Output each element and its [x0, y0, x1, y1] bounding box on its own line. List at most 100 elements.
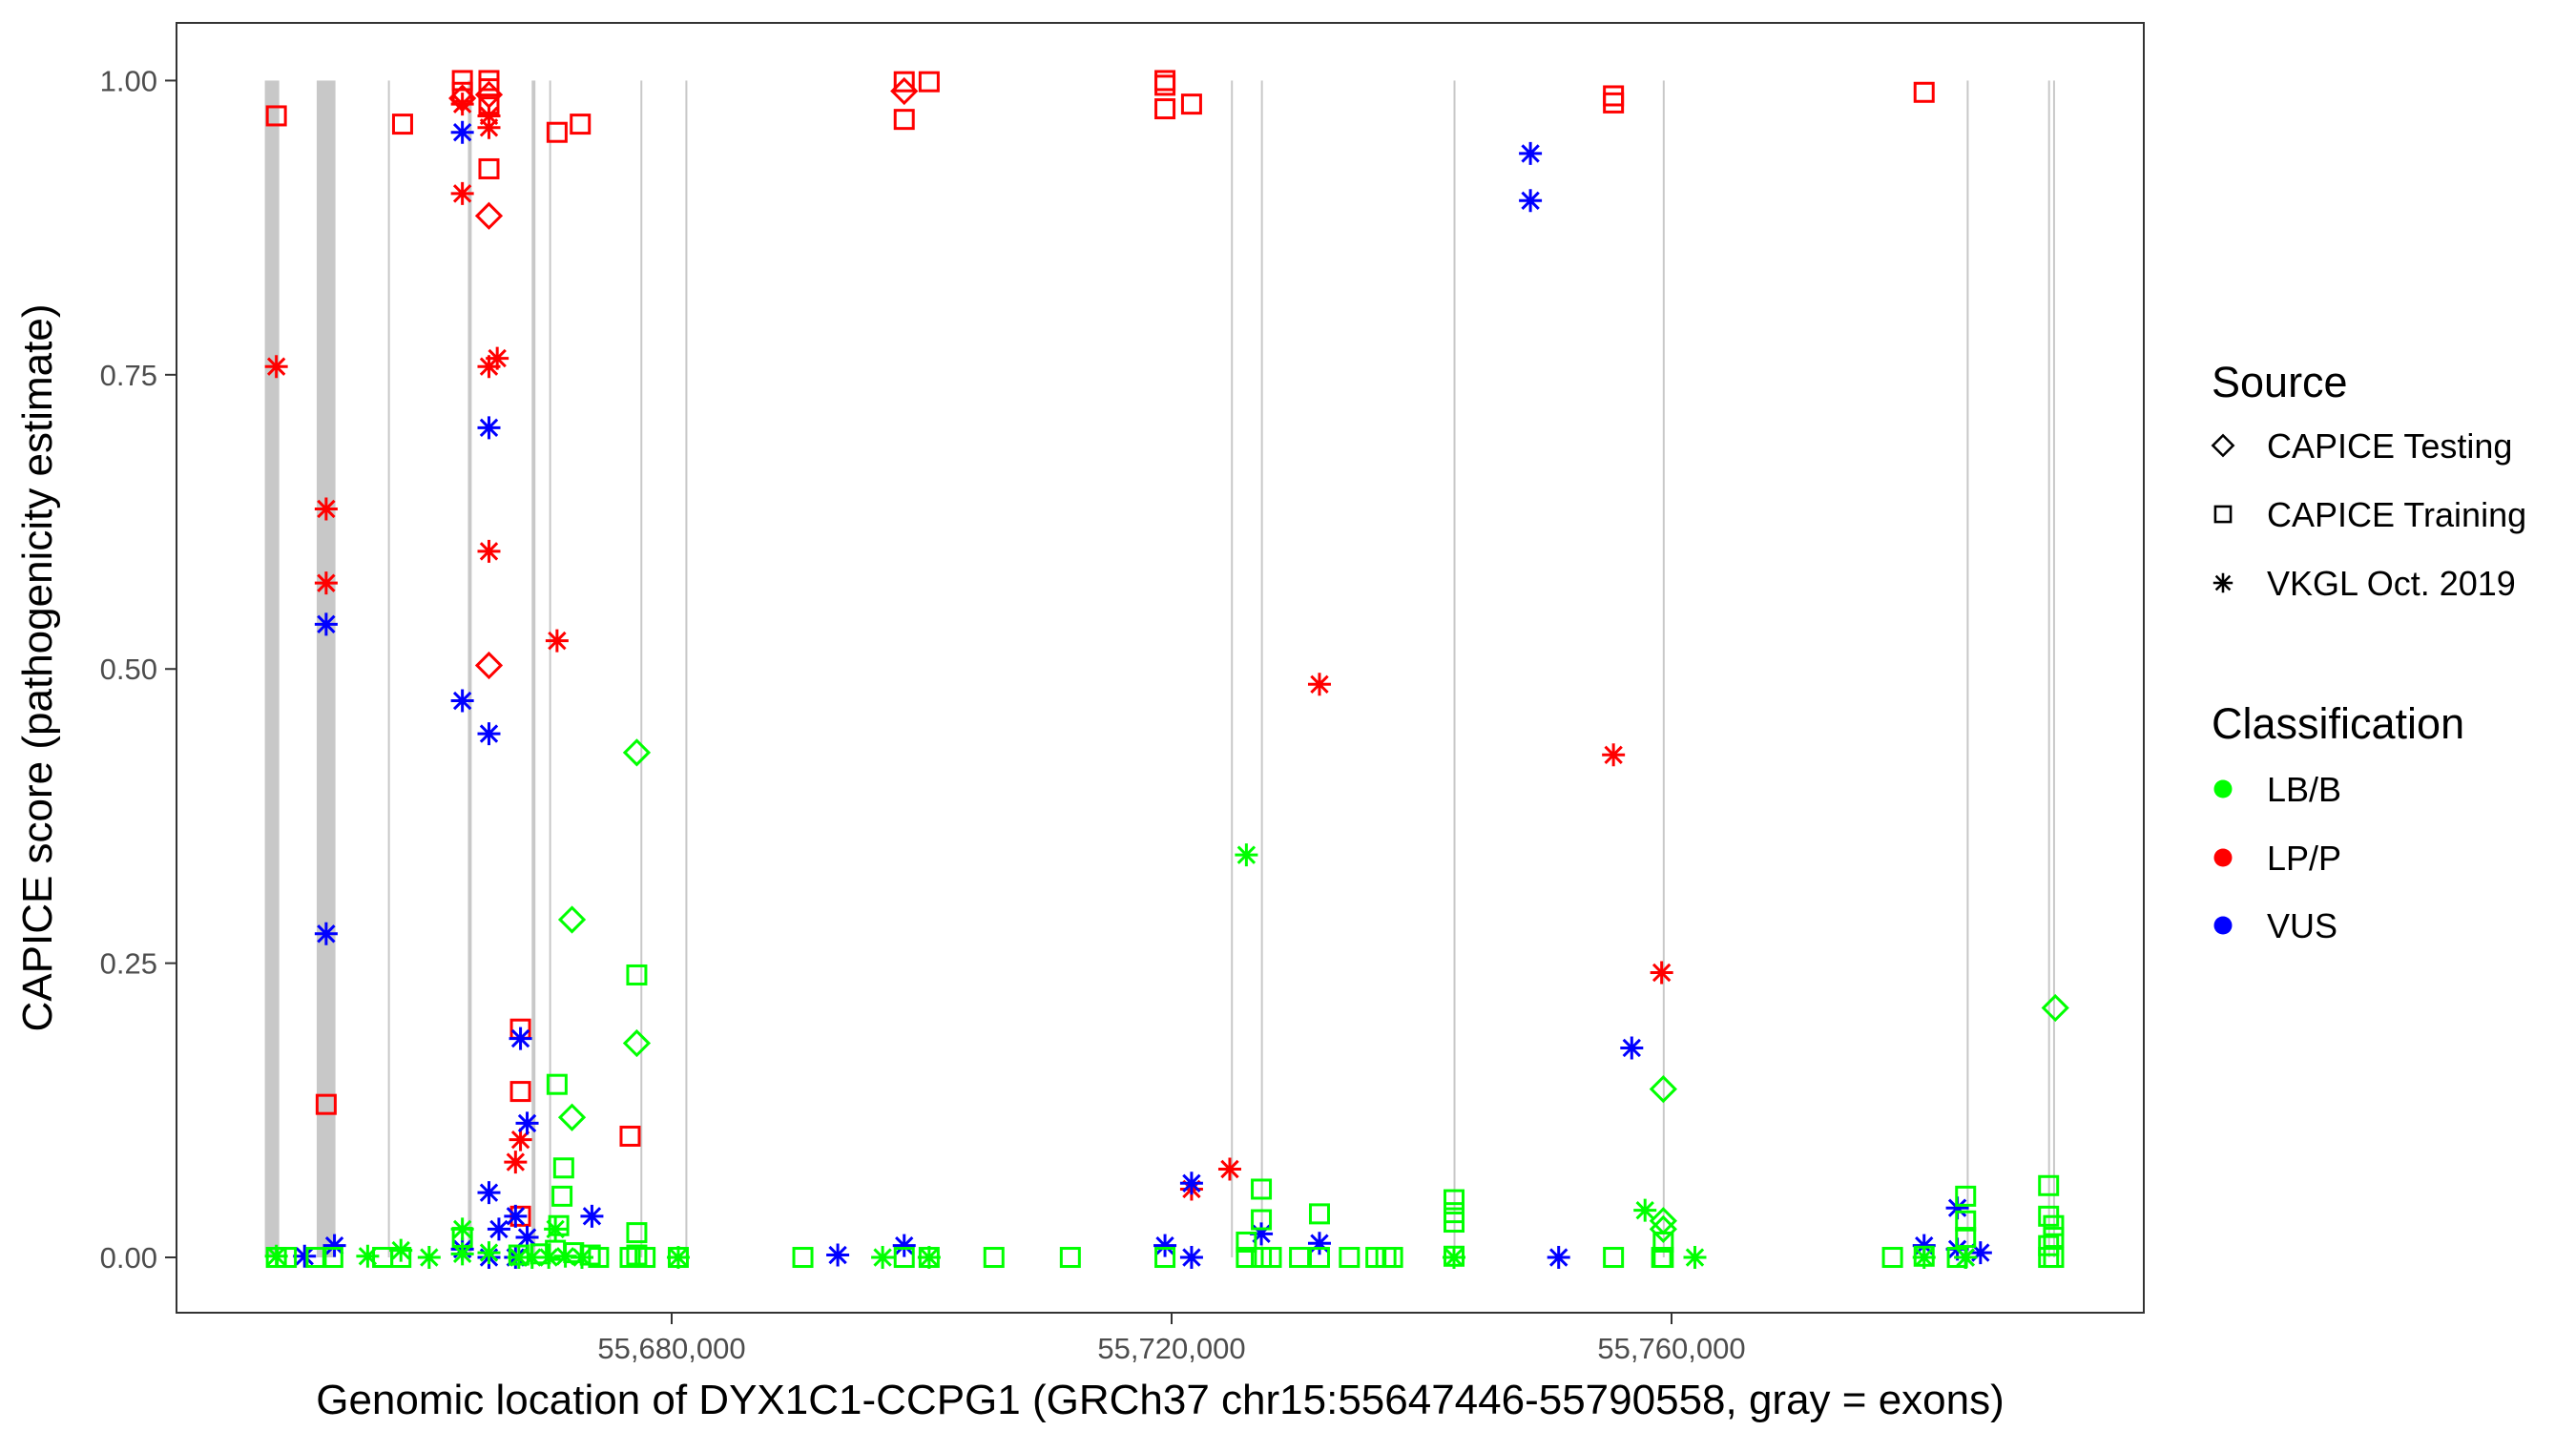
asterisk-icon: [314, 922, 338, 945]
square-icon: [893, 1247, 915, 1269]
asterisk-icon: [1602, 743, 1626, 767]
asterisk-icon: [515, 1226, 539, 1250]
legend-label: LB/B: [2267, 770, 2341, 809]
asterisk-icon: [504, 1204, 528, 1228]
data-point: [588, 1247, 610, 1269]
y-tick-label: 1.00: [100, 64, 157, 97]
data-point: [507, 1246, 530, 1270]
square-icon: [1603, 92, 1625, 114]
data-point: [983, 1247, 1005, 1269]
data-point: [545, 629, 569, 653]
square-icon: [2043, 1214, 2065, 1236]
data-point: [548, 1214, 570, 1236]
data-point: [474, 651, 504, 680]
data-point: [1603, 85, 1625, 107]
square-icon: [1180, 93, 1202, 115]
asterisk-icon: [314, 571, 338, 595]
square-icon: [570, 114, 592, 135]
asterisk-icon: [1250, 1222, 1274, 1246]
asterisk-icon: [1912, 1234, 1936, 1257]
data-point: [1547, 1246, 1570, 1270]
data-point: [477, 1181, 501, 1205]
data-point: [871, 1246, 895, 1270]
data-point: [322, 1247, 343, 1269]
square-icon: [626, 1222, 648, 1244]
asterisk-icon: [450, 1242, 474, 1266]
data-point: [1603, 1247, 1625, 1269]
data-point: [546, 1073, 568, 1095]
square-icon: [1381, 1247, 1403, 1269]
legend-label: VUS: [2267, 906, 2337, 945]
square-icon: [619, 1125, 641, 1147]
asterisk-icon: [871, 1246, 895, 1270]
data-point: [1443, 1245, 1465, 1267]
exon-band: [2052, 80, 2055, 1258]
square-icon: [546, 1073, 568, 1095]
data-point: [1307, 1232, 1331, 1255]
asterisk-icon: [515, 1111, 539, 1135]
legend-key-dot: [2213, 779, 2233, 798]
x-tick-label: 55,720,000: [1097, 1332, 1245, 1365]
square-icon: [1236, 1247, 1257, 1269]
square-icon: [315, 1093, 337, 1115]
data-point: [1154, 1247, 1176, 1269]
data-point: [515, 1226, 539, 1250]
data-point: [622, 1028, 652, 1058]
data-point: [1154, 74, 1176, 96]
square-icon: [1913, 81, 1935, 103]
data-point: [276, 1247, 298, 1269]
asterisk-icon: [1519, 141, 1543, 165]
square-icon: [1913, 1245, 1935, 1267]
asterisk-icon: [477, 539, 501, 563]
data-point: [2038, 1174, 2060, 1196]
data-point: [1308, 1247, 1330, 1269]
data-points: [264, 70, 2069, 1270]
square-icon: [552, 1157, 574, 1179]
data-point: [2041, 993, 2069, 1023]
asterisk-icon: [477, 355, 501, 379]
exon-band: [1662, 80, 1665, 1258]
square-icon: [893, 109, 915, 131]
diamond-icon: [622, 1028, 652, 1058]
square-icon: [305, 1247, 327, 1269]
diamond-icon: [474, 201, 504, 230]
square-icon: [478, 157, 500, 179]
data-point: [1307, 673, 1331, 696]
data-point: [1603, 92, 1625, 114]
square-icon: [276, 1247, 298, 1269]
legend-key-dot: [2213, 848, 2233, 867]
data-point: [1153, 1234, 1177, 1257]
diamond-icon: [622, 738, 652, 767]
diamond-icon: [2211, 433, 2235, 458]
data-point: [322, 1234, 346, 1257]
data-point: [2043, 1247, 2065, 1269]
data-point: [417, 1246, 441, 1270]
square-icon: [1154, 74, 1176, 96]
asterisk-icon: [1650, 961, 1673, 985]
data-point: [1180, 93, 1202, 115]
square-icon: [2038, 1174, 2060, 1196]
asterisk-icon: [1912, 1246, 1936, 1270]
data-point: [305, 1247, 327, 1269]
data-point: [666, 1246, 690, 1270]
data-point: [478, 157, 500, 179]
data-point: [509, 1027, 532, 1050]
exon-band: [1231, 80, 1234, 1258]
asterisk-icon: [545, 629, 569, 653]
data-point: [450, 93, 474, 116]
data-point: [1602, 743, 1626, 767]
square-icon: [1955, 1185, 1977, 1207]
exon-band: [1453, 80, 1456, 1258]
asterisk-icon: [1968, 1241, 1992, 1265]
data-point: [477, 416, 501, 440]
data-point: [1955, 1210, 1977, 1232]
asterisk-icon: [322, 1234, 346, 1257]
asterisk-icon: [293, 1244, 317, 1268]
data-point: [477, 539, 501, 563]
data-point: [451, 70, 473, 92]
exon-band: [467, 80, 472, 1258]
data-point: [1633, 1198, 1657, 1222]
data-point: [1154, 98, 1176, 120]
data-point: [1251, 1178, 1273, 1200]
